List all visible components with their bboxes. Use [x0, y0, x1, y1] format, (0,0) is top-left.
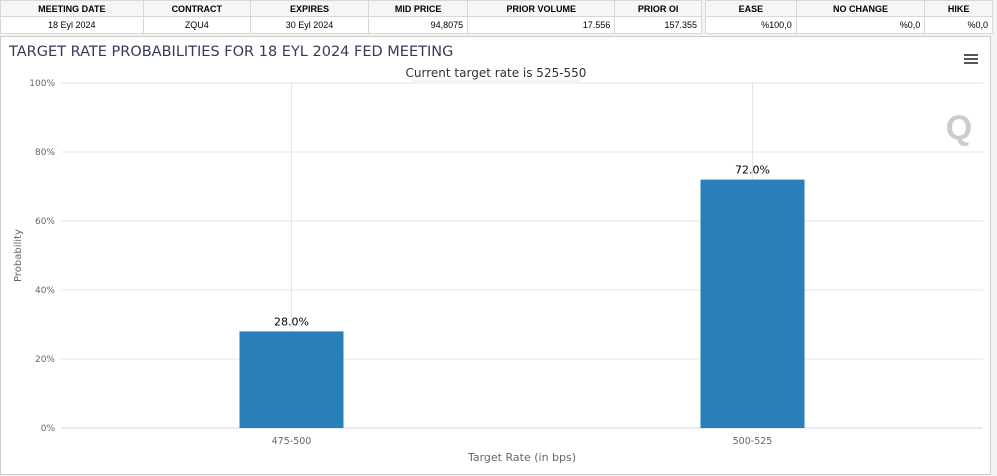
y-tick-label: 20%: [35, 355, 55, 365]
table-cell: 30 Eyl 2024: [250, 16, 370, 34]
table-cell: 17.556: [467, 16, 616, 34]
chart-panel: TARGET RATE PROBABILITIES FOR 18 EYL 202…: [0, 36, 991, 475]
y-tick-label: 40%: [35, 286, 55, 296]
bar-chart: Current target rate is 525-550 Q 0% 20% 40% 6…: [13, 66, 983, 464]
watermark-logo: Q: [946, 109, 972, 147]
x-tick-label: 475-500: [272, 436, 312, 447]
y-axis-label: Probability: [13, 229, 24, 282]
x-axis-label: Target Rate (in bps): [467, 451, 576, 464]
y-tick-label: 80%: [35, 148, 55, 158]
table-cell: ZQU4: [142, 16, 252, 34]
table-cell: %100,0: [705, 16, 797, 34]
table-cell: %0,0: [795, 16, 926, 34]
chart-subtitle: Current target rate is 525-550: [406, 66, 587, 80]
y-tick-label: 0%: [41, 424, 56, 434]
hamburger-icon[interactable]: [964, 54, 978, 66]
column-header: MID PRICE: [368, 0, 469, 17]
table-cell: 18 Eyl 2024: [0, 16, 144, 34]
column-header: PRIOR OI: [614, 0, 702, 17]
column-header: MEETING DATE: [0, 0, 144, 17]
data-label: 28.0%: [274, 315, 309, 328]
bar-475-500: [239, 331, 344, 428]
column-header: NO CHANGE: [795, 0, 926, 17]
column-header: EASE: [705, 0, 797, 17]
table-cell: 94,8075: [368, 16, 469, 34]
bar-500-525: [700, 179, 805, 428]
y-tick-label: 100%: [29, 79, 55, 89]
column-header: EXPIRES: [250, 0, 370, 17]
x-tick-label: 500-525: [733, 436, 773, 447]
chart-title: TARGET RATE PROBABILITIES FOR 18 EYL 202…: [9, 44, 454, 60]
column-header: PRIOR VOLUME: [467, 0, 616, 17]
data-label: 72.0%: [735, 164, 770, 177]
probability-table: EASE NO CHANGE HIKE %100,0 %0,0 %0,0: [705, 0, 993, 34]
y-tick-label: 60%: [35, 217, 55, 227]
column-header: CONTRACT: [142, 0, 252, 17]
table-cell: 157.355: [614, 16, 702, 34]
contract-table: MEETING DATE CONTRACT EXPIRES MID PRICE PRIO…: [0, 0, 702, 34]
column-header: HIKE: [924, 0, 993, 17]
table-cell: %0,0: [924, 16, 993, 34]
